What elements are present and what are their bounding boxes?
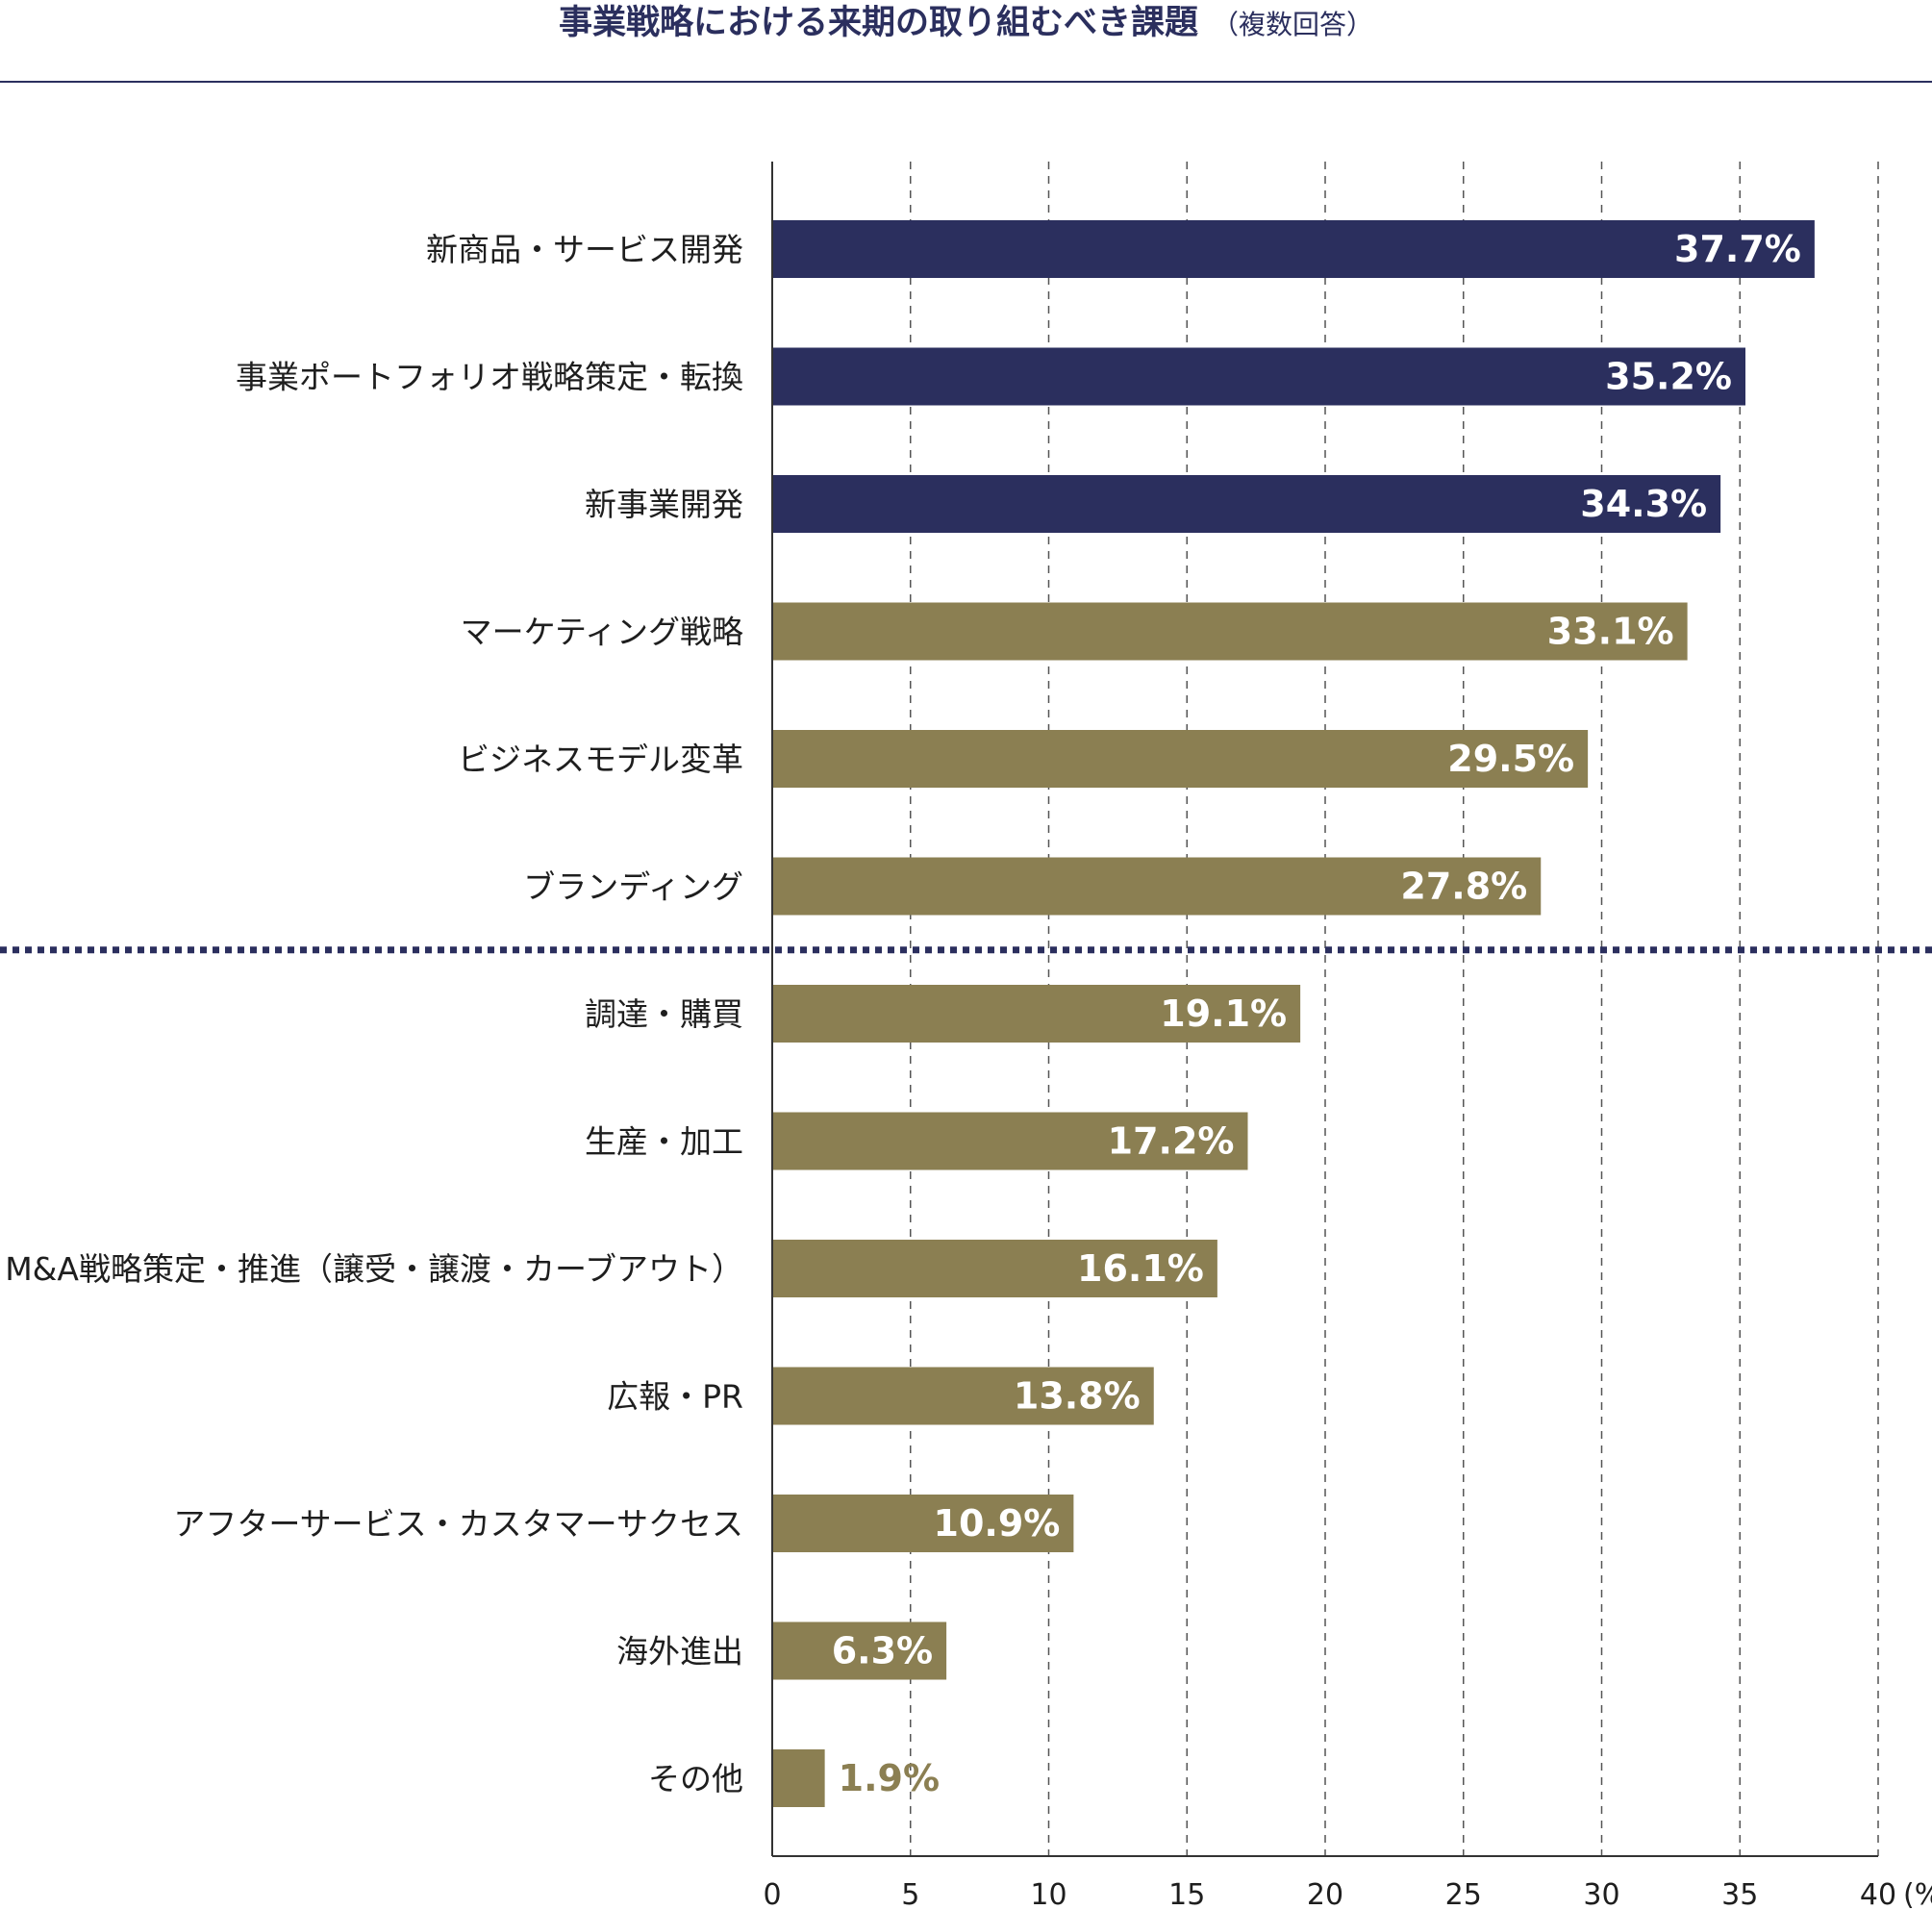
bar (773, 1621, 947, 1680)
bar (773, 1495, 1074, 1552)
category-label: 新商品・サービス開発 (426, 231, 743, 268)
value-label: 37.7% (1674, 228, 1801, 270)
bar (773, 347, 1745, 406)
category-label: 事業ポートフォリオ戦略策定・転換 (236, 359, 743, 396)
chart-title-main: 事業戦略における来期の取り組むべき課題 (558, 4, 1198, 42)
bar (773, 1367, 1154, 1425)
x-tick-label: 25 (1445, 1878, 1482, 1910)
category-label: その他 (648, 1760, 743, 1797)
value-label: 27.8% (1400, 866, 1527, 908)
bar (773, 1240, 1217, 1297)
value-label: 13.8% (1014, 1375, 1141, 1418)
value-label: 17.2% (1108, 1120, 1235, 1163)
bar (773, 1749, 825, 1807)
category-label: 新事業開発 (585, 486, 743, 523)
value-label: 33.1% (1547, 611, 1674, 653)
bar (773, 985, 1301, 1043)
value-label: 19.1% (1160, 993, 1287, 1035)
chart-title-subtitle: （複数回答） (1212, 9, 1374, 40)
value-label: 6.3% (832, 1630, 933, 1672)
value-label: 35.2% (1605, 356, 1732, 398)
x-tick-label: 0 (763, 1878, 781, 1910)
x-axis-unit-label: (%) (1903, 1878, 1932, 1910)
x-tick-label: 30 (1583, 1878, 1619, 1910)
category-label: ブランディング (523, 868, 743, 906)
value-label: 10.9% (934, 1502, 1061, 1545)
value-label: 29.5% (1447, 738, 1574, 780)
x-tick-label: 35 (1721, 1878, 1758, 1910)
category-label: 調達・購買 (585, 995, 743, 1033)
value-label: 1.9% (839, 1757, 940, 1799)
bar (773, 475, 1721, 533)
x-tick-label: 10 (1030, 1878, 1066, 1910)
category-label: M&A戦略策定・推進（譲受・譲渡・カーブアウト） (5, 1250, 743, 1288)
chart-title: 事業戦略における来期の取り組むべき課題 （複数回答） (0, 4, 1932, 44)
category-label: 海外進出 (616, 1633, 743, 1671)
category-label: ビジネスモデル変革 (458, 741, 743, 778)
title-area: 事業戦略における来期の取り組むべき課題 （複数回答） (0, 0, 1932, 83)
bar (773, 1112, 1248, 1170)
category-label: 広報・PR (607, 1378, 743, 1416)
category-label: 生産・加工 (585, 1123, 743, 1161)
bar (773, 220, 1815, 278)
title-divider (0, 81, 1932, 83)
x-tick-label: 40 (1860, 1878, 1896, 1910)
value-label: 34.3% (1580, 483, 1707, 525)
category-label: アフターサービス・カスタマーサクセス (173, 1505, 743, 1543)
category-label: マーケティング戦略 (461, 614, 743, 651)
x-tick-label: 15 (1168, 1878, 1205, 1910)
bar (773, 857, 1542, 916)
x-tick-label: 20 (1307, 1878, 1343, 1910)
value-label: 16.1% (1077, 1247, 1204, 1290)
bar (773, 730, 1589, 788)
x-tick-label: 5 (901, 1878, 919, 1910)
bar (773, 602, 1688, 661)
